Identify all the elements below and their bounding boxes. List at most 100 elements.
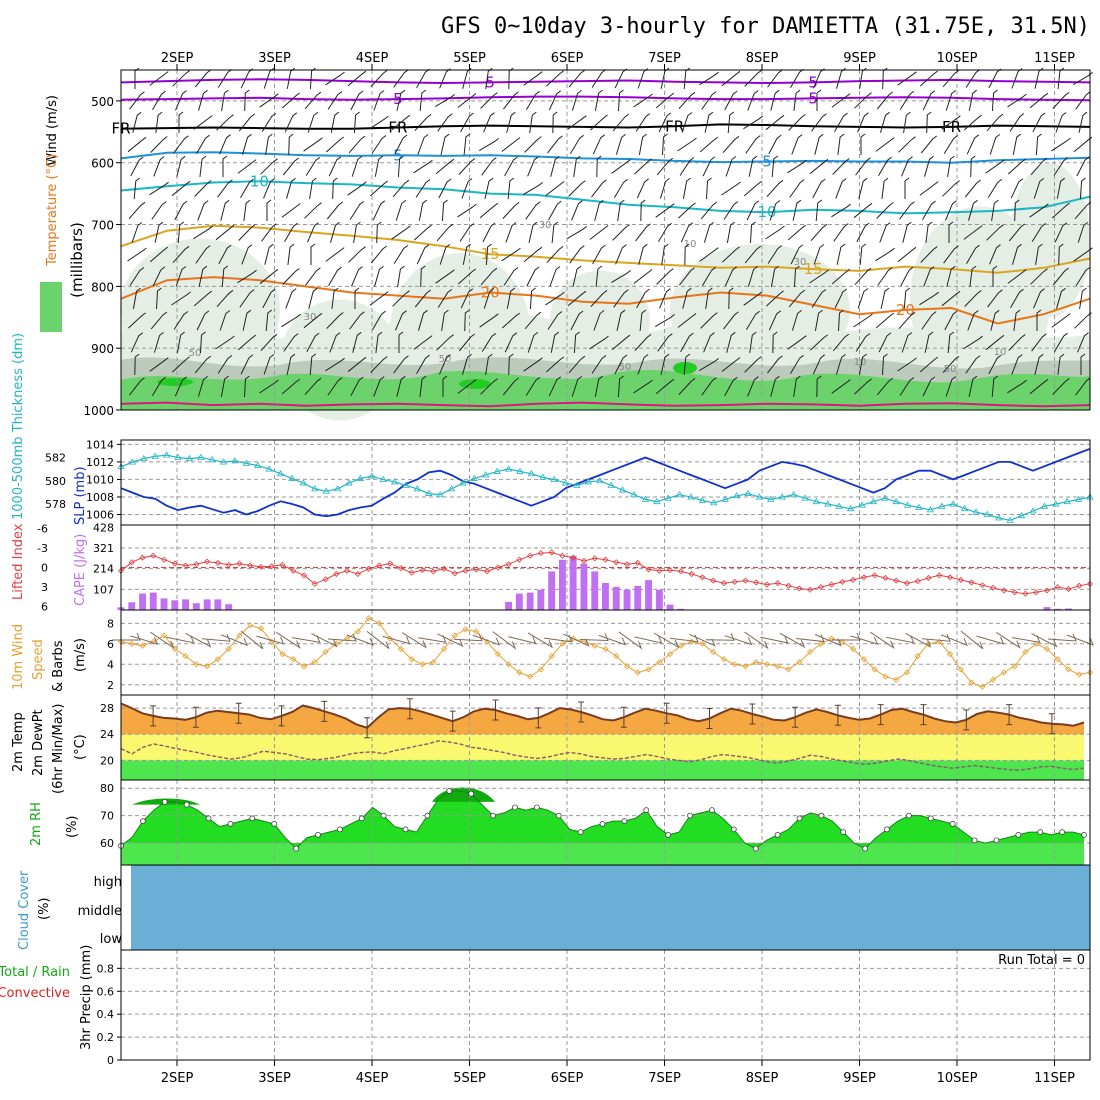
wind-barb [701, 91, 717, 110]
wind-speed-marker [376, 620, 383, 627]
wind-barb [485, 353, 493, 375]
rh-marker [358, 815, 365, 822]
cape-bar [548, 571, 556, 610]
precip-run-total: Run Total = 0 [998, 953, 1085, 968]
wind-barb [747, 90, 759, 111]
wind-barb [947, 331, 955, 354]
wind-barb [527, 156, 539, 177]
wind-barb [413, 335, 433, 350]
wind-barb [259, 268, 279, 285]
wind-barb [679, 267, 695, 286]
wind-speed-marker [419, 661, 426, 668]
wind-barb [439, 354, 451, 375]
lifted-index-marker [667, 567, 674, 574]
cloud-level-label: middle [78, 904, 122, 919]
wind-barb [373, 90, 385, 111]
wind-barb [548, 90, 561, 111]
wind-barb [924, 155, 934, 177]
wind-barb [545, 181, 565, 196]
wind-barb [831, 93, 851, 108]
wind-barb [611, 159, 631, 174]
wind-barb [813, 244, 825, 265]
wind-barb [985, 334, 1005, 351]
lifted-index-marker [893, 577, 900, 584]
lifted-index-marker [161, 556, 168, 563]
wind-speed-marker [139, 642, 146, 649]
wind-barb [129, 377, 145, 396]
wind-speed-marker [451, 632, 458, 639]
lifted-index-marker [548, 549, 555, 556]
slp-ytick-label: 1010 [86, 473, 114, 486]
wind-barb [563, 633, 590, 647]
wind-barb [878, 332, 892, 353]
wind-barb [1014, 199, 1020, 222]
wind-barb [1012, 133, 1021, 155]
wind-barb [970, 155, 976, 178]
thickness-ytick-label: 582 [45, 451, 66, 464]
wind-barb [370, 356, 388, 373]
wind-barb [767, 245, 783, 264]
wind-barb [1010, 178, 1024, 199]
temp-minmax-bar [235, 702, 242, 724]
wind-barb [328, 156, 342, 177]
wind-barb [440, 133, 450, 155]
wind-barb [504, 332, 518, 353]
wind-barb [791, 310, 802, 331]
wind-barb [414, 114, 432, 131]
wind-speed-marker [763, 661, 771, 668]
wind-barb [897, 357, 917, 372]
thickness-marker [926, 506, 935, 513]
wind-barb [259, 93, 279, 108]
wind-barb [1057, 67, 1065, 90]
lifted-index-marker [785, 582, 792, 589]
wind-barb [419, 375, 427, 397]
slp-grid [121, 440, 1090, 525]
wind-speed-marker [1011, 663, 1018, 670]
wind-barb [945, 200, 957, 221]
thickness-marker [390, 478, 399, 485]
wind-barb [1079, 177, 1086, 200]
wind-speed-marker [1076, 671, 1083, 678]
wind-barb [349, 311, 365, 330]
lifted-index-marker [753, 579, 760, 586]
wind-speed-marker [204, 663, 211, 670]
wind-barb [196, 310, 210, 331]
wind-barb [571, 200, 583, 221]
wind-barb [457, 379, 477, 394]
wind-barb [831, 268, 851, 285]
wind-barb [308, 287, 318, 309]
lifted-index-marker [774, 580, 781, 587]
wind-barb [552, 111, 558, 134]
cape-bar [1043, 607, 1051, 610]
thickness-marker [618, 486, 627, 493]
wind-barb [682, 287, 692, 309]
wind-barb [306, 332, 320, 353]
x-tick-top-label: 11SEP [1034, 51, 1075, 66]
lifted-index-marker [968, 579, 975, 586]
x-tick-top-label: 4SEP [356, 51, 389, 66]
wind-speed-marker [623, 663, 631, 670]
isotherm-label: 20 [896, 301, 915, 319]
lifted-index-marker [882, 574, 889, 582]
wind-barb [194, 69, 211, 88]
wind-barb [769, 200, 781, 221]
wind-barb [523, 71, 543, 86]
wind-barb [688, 633, 716, 647]
thickness-marker [835, 502, 843, 509]
wind-barb [838, 309, 844, 332]
wind-barb [811, 289, 827, 308]
rh-marker [687, 812, 693, 819]
wind-barb [855, 333, 871, 352]
wind-barb [217, 179, 233, 198]
wind-barb [745, 310, 760, 330]
lifted-index-marker [193, 561, 200, 568]
wind-barb [506, 287, 515, 309]
wind-barb [658, 112, 672, 133]
wind-barb [1011, 354, 1023, 375]
lifted-index-marker [1000, 587, 1007, 594]
wind-speed-marker [591, 642, 598, 649]
wind-barb [480, 92, 498, 109]
wind-barb [963, 114, 982, 131]
wind-barb [196, 134, 210, 155]
wind-barb [856, 222, 870, 243]
